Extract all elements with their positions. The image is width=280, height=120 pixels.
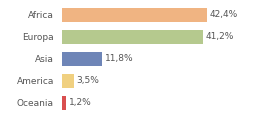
Bar [62, 8, 207, 22]
Text: 3,5%: 3,5% [76, 76, 99, 85]
Bar [62, 52, 102, 66]
Text: 11,8%: 11,8% [105, 54, 134, 63]
Text: 1,2%: 1,2% [69, 98, 91, 107]
Bar [62, 74, 74, 88]
Text: 41,2%: 41,2% [206, 32, 234, 41]
Bar [62, 30, 203, 44]
Bar [62, 96, 66, 110]
Text: 42,4%: 42,4% [210, 10, 238, 19]
